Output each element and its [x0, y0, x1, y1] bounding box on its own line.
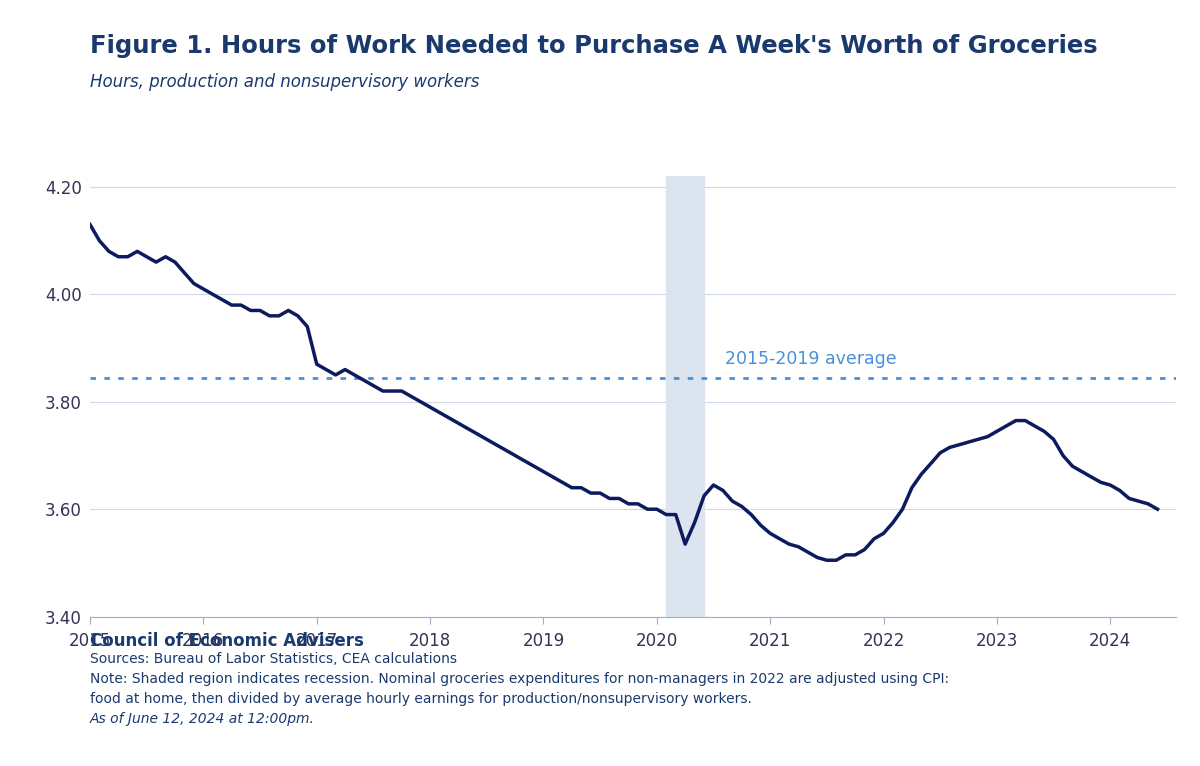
Text: Note: Shaded region indicates recession. Nominal groceries expenditures for non-: Note: Shaded region indicates recession.… [90, 672, 949, 686]
Text: Hours, production and nonsupervisory workers: Hours, production and nonsupervisory wor… [90, 73, 479, 90]
Text: 2015-2019 average: 2015-2019 average [725, 350, 896, 368]
Text: Council of Economic Advisers: Council of Economic Advisers [90, 632, 364, 650]
Text: Figure 1. Hours of Work Needed to Purchase A Week's Worth of Groceries: Figure 1. Hours of Work Needed to Purcha… [90, 34, 1098, 58]
Text: food at home, then divided by average hourly earnings for production/nonsupervis: food at home, then divided by average ho… [90, 692, 752, 705]
Bar [666, 176, 704, 617]
Text: Sources: Bureau of Labor Statistics, CEA calculations: Sources: Bureau of Labor Statistics, CEA… [90, 652, 457, 666]
Text: As of June 12, 2024 at 12:00pm.: As of June 12, 2024 at 12:00pm. [90, 712, 314, 725]
